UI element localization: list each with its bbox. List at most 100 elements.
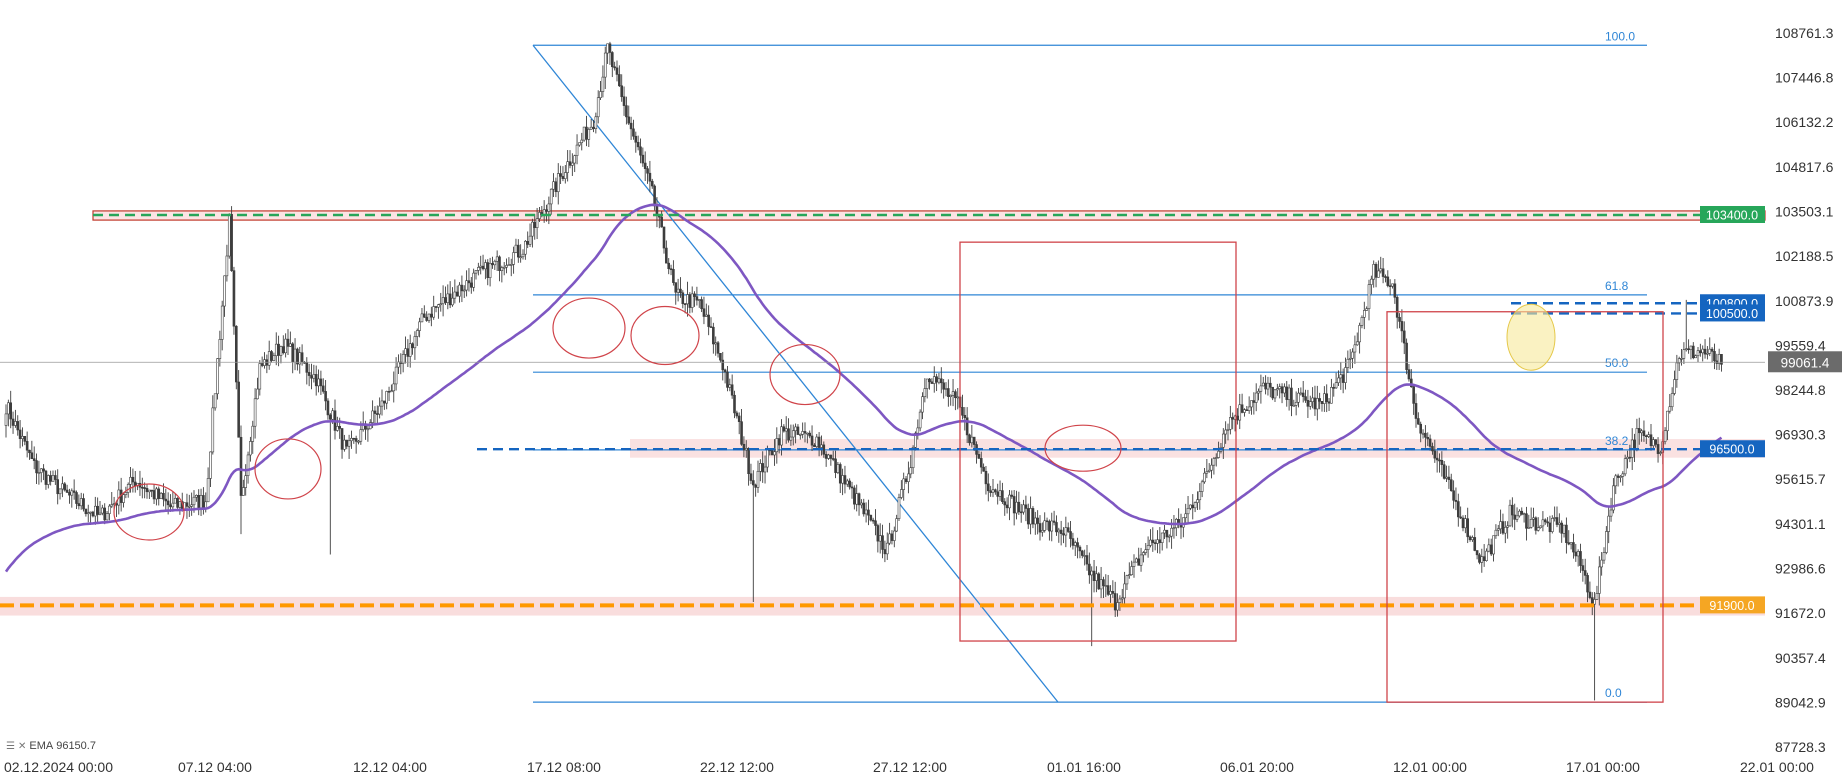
candle-body [401,354,405,364]
candle-body [1482,556,1486,561]
candle-body [319,378,323,387]
candle-body [1128,574,1131,576]
candle-body [794,426,797,432]
candle-body [1066,527,1070,532]
candle-body [1348,357,1352,360]
candle-body [1313,397,1317,410]
candle-body [390,390,393,393]
x-tick-label: 12.01 00:00 [1393,759,1467,775]
candle-body [928,378,931,383]
candle-body [129,476,132,485]
candle-body [667,262,671,269]
candle-body [606,43,609,54]
candle-body [216,358,219,395]
candle-body [968,434,971,444]
highlight-circle [769,343,841,406]
candle-body [916,427,920,434]
candle-body [843,475,847,485]
candle-body [599,91,602,99]
candle-body [298,352,302,365]
y-tick-label: 100873.9 [1775,293,1834,309]
candle-body [260,363,264,366]
candle-body [9,402,12,420]
candle-body [1654,439,1657,445]
candle-body [984,470,988,485]
candle-body [1489,544,1493,555]
candle-body [648,172,652,182]
candle-body [1713,351,1716,362]
close-icon[interactable]: ✕ [17,740,27,752]
candle-body [1410,378,1413,388]
candle-body [143,487,146,489]
candle-body [1153,542,1157,544]
y-tick-label: 106132.2 [1775,114,1834,130]
x-tick-label: 07.12 04:00 [178,759,252,775]
candle-body [1200,481,1204,492]
candle-body [16,421,20,431]
candle-body [462,289,466,292]
candle-body [479,265,483,268]
candle-body [1647,434,1650,437]
candle-body [375,413,379,415]
candle-body [1278,386,1281,389]
candle-body [796,426,800,435]
candle-body [749,473,753,481]
candle-body [383,400,386,404]
candle-body [1123,583,1126,599]
candle-body [11,418,15,426]
candle-body [806,432,809,435]
candle-body [524,241,527,255]
candle-body [700,299,703,310]
candle-body [1261,382,1265,387]
candle-body [488,263,492,278]
candle-body [1299,392,1303,395]
candle-body [1588,591,1592,598]
indicator-name: EMA [29,740,54,752]
candle-body [1231,417,1234,420]
candle-body [237,381,240,438]
candle-body [328,414,332,420]
candle-body [1339,374,1343,379]
candle-body [639,146,642,156]
candle-body [453,291,457,299]
candle-body [751,480,755,486]
candle-body [1210,464,1213,471]
candle-body [690,293,694,308]
candle-body [408,343,412,357]
candle-body [213,393,217,409]
candle-body [1468,536,1472,541]
candle-body [1367,284,1371,309]
candle-body [1217,450,1220,458]
candle-body [853,487,856,505]
candle-body [507,264,511,266]
candle-body [996,491,1000,497]
candle-body [89,511,92,514]
candle-body [1536,527,1540,531]
candle-body [1388,285,1392,287]
candle-body [1614,475,1618,487]
candle-body [1109,591,1112,595]
candle-body [232,270,236,327]
candle-body [531,221,534,237]
candle-body [1022,504,1025,513]
candle-body [472,272,475,288]
candle-body [789,436,793,441]
candle-body [1612,485,1615,511]
y-tick-label: 102188.5 [1775,248,1834,264]
candle-body [756,470,760,488]
candle-body [923,388,927,398]
candle-body [211,407,215,453]
candle-body [1666,410,1669,432]
candle-body [199,495,203,509]
candle-body [1637,428,1641,434]
candle-body [824,454,828,459]
candle-body [1633,439,1636,450]
candle-body [1717,354,1721,364]
candle-body [1024,504,1028,509]
candle-body [860,502,863,506]
candle-body [1316,398,1319,410]
candle-body [1254,392,1258,403]
menu-icon[interactable]: ☰ [6,740,15,752]
candle-body [65,489,69,493]
